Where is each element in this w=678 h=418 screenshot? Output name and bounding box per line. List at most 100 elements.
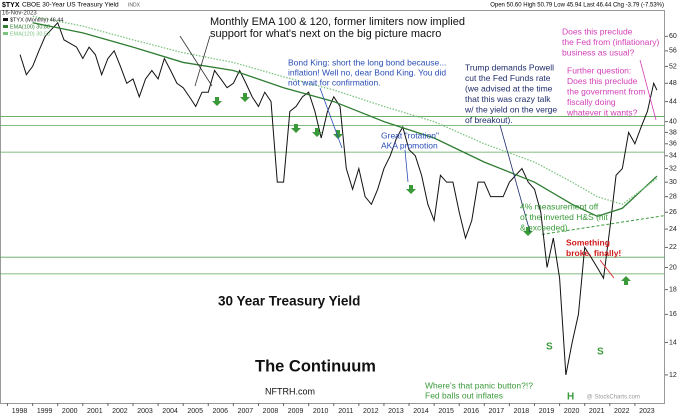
y-tick-label: 30 [669, 179, 677, 186]
pointer [599, 259, 615, 279]
pointer [499, 124, 531, 233]
annotation: 4% measurement off [520, 201, 599, 211]
x-tick-label: 2014 [413, 408, 429, 415]
annotation: support for what's next on the big pictu… [210, 28, 441, 40]
y-tick-label: 18 [669, 286, 677, 293]
x-tick-label: 2003 [137, 408, 153, 415]
x-tick-label: 2019 [539, 408, 555, 415]
annotation: not wait for confirmation. [288, 77, 381, 87]
arrow [212, 97, 222, 106]
annotation: the government from [567, 86, 645, 96]
legend-label: EMA(120) 30.53 [10, 31, 50, 37]
header: $TYX CBOE 30-Year US Treasury Yield INDX… [2, 2, 664, 401]
date: 16-Nov-2023 [2, 11, 37, 17]
y-tick-label: 16 [669, 311, 677, 318]
pointer-lines [179, 35, 657, 279]
y-tick-label: 34 [669, 153, 677, 160]
y-tick-label: 24 [669, 226, 677, 233]
annotation: Does this preclude [567, 76, 638, 86]
annotation: inflation! Well no, dear Bond King. You … [288, 67, 446, 77]
overlay: Monthly EMA 100 & 120, former limiters n… [179, 16, 659, 403]
x-tick-label: 2020 [564, 408, 580, 415]
y-tick-label: 22 [669, 244, 677, 251]
arrows [212, 93, 631, 285]
x-tick-label: 2013 [388, 408, 404, 415]
x-tick-label: 2018 [514, 408, 530, 415]
legend-swatch [3, 25, 8, 28]
arrow [312, 128, 322, 137]
annotation: Bond King: short the long bond because..… [288, 57, 446, 67]
annotation: cut the Fed Funds rate [465, 73, 551, 83]
y-tick-label: 44 [669, 98, 677, 105]
x-tick-label: 2000 [62, 408, 78, 415]
x-tick-label: 2022 [614, 408, 630, 415]
annotation: Further question: [567, 65, 631, 75]
pointer [194, 35, 211, 87]
x-tick-label: 2005 [187, 408, 203, 415]
legend-swatch [3, 18, 8, 21]
x-tick-label: 1998 [12, 408, 28, 415]
y-tick-label: 60 [669, 33, 677, 40]
annotation: of the inverted H&S (hit [520, 212, 609, 222]
pointer [639, 59, 657, 121]
chart-title: CBOE 30-Year US Treasury Yield [22, 2, 119, 9]
plot-frame [0, 10, 665, 404]
x-tick-label: 2010 [313, 408, 329, 415]
x-tick-label: 2001 [87, 408, 103, 415]
annotation: w/ the yield on the verge [464, 104, 557, 114]
annotation: NFTRH.com [265, 386, 315, 396]
series-line [32, 22, 658, 218]
annotation: that this was crazy talk [465, 94, 551, 104]
legend-swatch [3, 32, 8, 35]
annotation: AKA promotion [381, 140, 438, 150]
arrow [291, 124, 301, 133]
annotation: 30 Year Treasury Yield [218, 294, 360, 309]
annotation: the Fed from (inflationary) [562, 37, 659, 47]
annotation: fiscally doing [567, 97, 616, 107]
x-tick-label: 2007 [238, 408, 254, 415]
y-tick-label: 52 [669, 63, 677, 70]
annotation: H [567, 392, 574, 403]
x-tick-label: 2002 [112, 408, 128, 415]
x-tick-label: 2016 [463, 408, 479, 415]
arrow [523, 227, 533, 236]
y-tick-label: 12 [669, 372, 677, 379]
y-tick-label: 36 [669, 141, 677, 148]
x-tick-label: 2015 [438, 408, 454, 415]
annotation: (we advised at the time [465, 83, 553, 93]
x-tick-label: 2011 [338, 408, 353, 415]
annotation: Something [566, 237, 610, 247]
pointer [404, 149, 409, 183]
annotation: business as usual? [562, 47, 635, 57]
y-tick-label: 48 [669, 80, 677, 87]
trendline [541, 215, 666, 235]
annotation: Where's that panic button?!? [425, 380, 533, 390]
exchange: INDX [128, 2, 141, 8]
annotation: Monthly EMA 100 & 120, former limiters n… [210, 16, 465, 28]
y-tick-label: 32 [669, 165, 677, 172]
pointer [319, 87, 343, 149]
arrow [621, 276, 631, 285]
annotation: Fed balls out inflates [425, 390, 503, 400]
annotation: S [597, 347, 604, 358]
x-tick-label: 2004 [162, 408, 178, 415]
x-tick-label: 2021 [589, 408, 605, 415]
x-tick-label: 2009 [288, 408, 304, 415]
annotation: The Continuum [255, 357, 376, 375]
y-tick-label: 28 [669, 194, 677, 201]
annotation: Trump demands Powell [465, 62, 554, 72]
annotation: S [546, 342, 553, 353]
x-tick-label: 2023 [639, 408, 655, 415]
x-tick-label: 1999 [37, 408, 53, 415]
annotation: whatever it wants? [566, 107, 638, 117]
legend-label: EMA(100) 30.88 [10, 24, 50, 30]
annotation: Great "rotation" [381, 130, 439, 140]
annotation: broke, finally! [566, 248, 621, 258]
y-tick-label: 38 [669, 129, 677, 136]
y-tick-label: 14 [669, 339, 677, 346]
y-tick-label: 40 [669, 118, 677, 125]
x-tick-label: 2017 [489, 408, 505, 415]
arrow [333, 130, 343, 139]
series-line [32, 15, 658, 206]
